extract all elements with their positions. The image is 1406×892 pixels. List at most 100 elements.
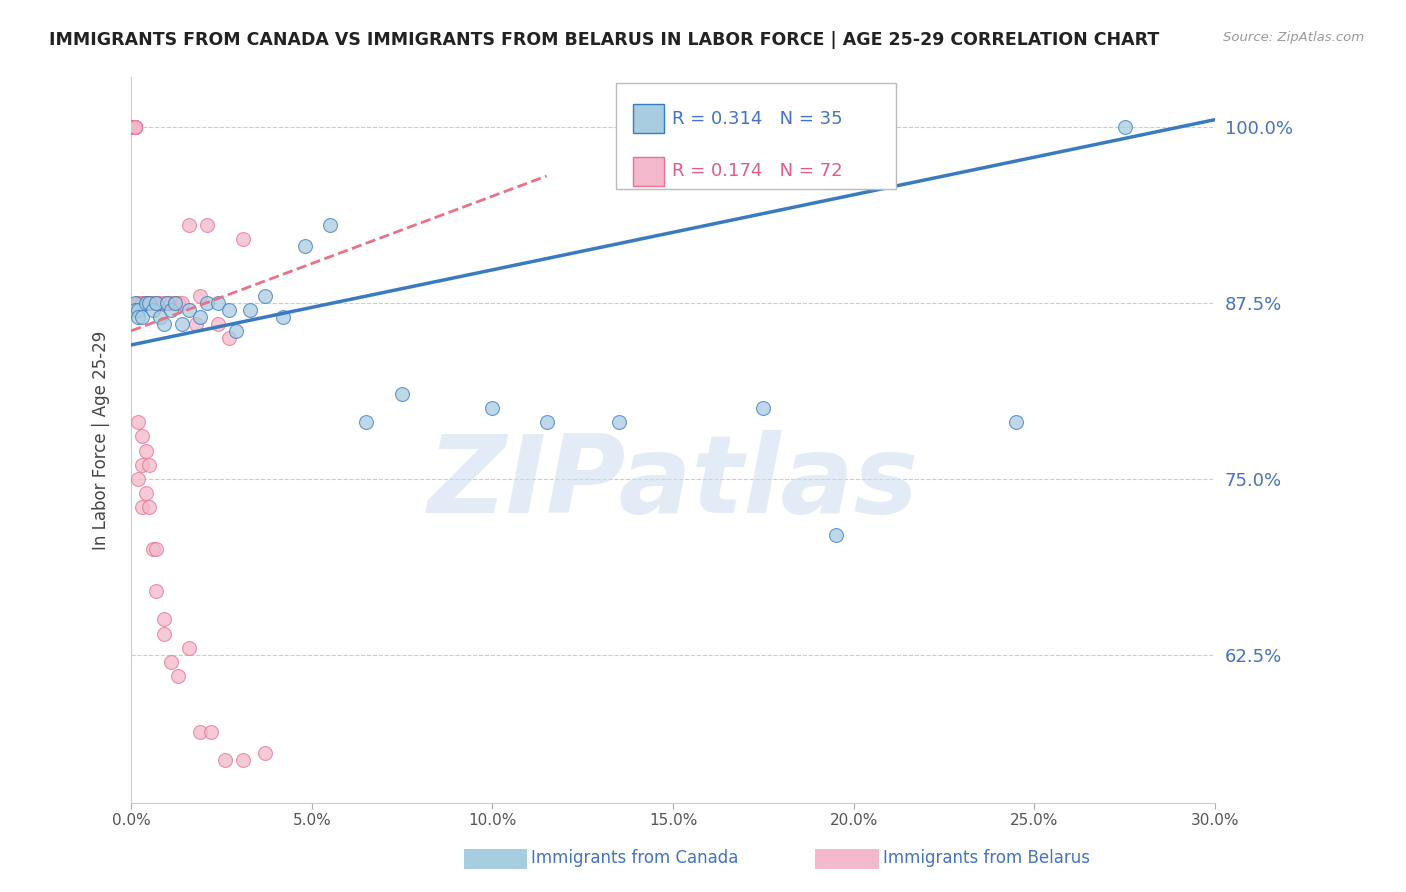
- Point: [160, 295, 183, 310]
- Point: [127, 295, 149, 310]
- Point: [253, 746, 276, 760]
- Point: [152, 612, 174, 626]
- Text: Source: ZipAtlas.com: Source: ZipAtlas.com: [1223, 31, 1364, 45]
- Point: [195, 295, 218, 310]
- Point: [170, 295, 193, 310]
- Point: [207, 295, 229, 310]
- Point: [149, 295, 172, 310]
- Point: [607, 416, 630, 430]
- Point: [120, 120, 142, 134]
- Point: [131, 429, 153, 443]
- Point: [391, 387, 413, 401]
- Point: [124, 120, 146, 134]
- Point: [135, 295, 157, 310]
- Point: [120, 120, 142, 134]
- Y-axis label: In Labor Force | Age 25-29: In Labor Force | Age 25-29: [93, 330, 110, 549]
- Point: [752, 401, 775, 416]
- Point: [271, 310, 294, 324]
- Point: [131, 295, 153, 310]
- Point: [294, 239, 316, 253]
- Point: [131, 500, 153, 514]
- Point: [145, 542, 167, 557]
- Point: [145, 295, 167, 310]
- Point: [127, 302, 149, 317]
- Point: [131, 295, 153, 310]
- Point: [124, 120, 146, 134]
- Point: [481, 401, 503, 416]
- Point: [124, 120, 146, 134]
- Point: [142, 295, 165, 310]
- Point: [149, 310, 172, 324]
- Point: [163, 295, 186, 310]
- Point: [536, 416, 558, 430]
- Point: [131, 310, 153, 324]
- Point: [177, 219, 200, 233]
- Point: [135, 485, 157, 500]
- Point: [124, 120, 146, 134]
- Point: [232, 232, 254, 246]
- Point: [138, 295, 160, 310]
- Point: [124, 120, 146, 134]
- Point: [142, 295, 165, 310]
- Point: [142, 302, 165, 317]
- Point: [239, 302, 262, 317]
- Point: [218, 302, 240, 317]
- Point: [131, 295, 153, 310]
- Point: [167, 295, 190, 310]
- Point: [138, 458, 160, 472]
- Point: [188, 310, 211, 324]
- Point: [127, 295, 149, 310]
- Point: [232, 753, 254, 767]
- Point: [188, 725, 211, 739]
- Point: [135, 295, 157, 310]
- Point: [120, 120, 142, 134]
- Point: [195, 219, 218, 233]
- Point: [145, 584, 167, 599]
- Point: [124, 120, 146, 134]
- Point: [127, 295, 149, 310]
- Point: [167, 669, 190, 683]
- Text: R = 0.314   N = 35: R = 0.314 N = 35: [672, 110, 842, 128]
- Point: [207, 317, 229, 331]
- Point: [253, 288, 276, 302]
- Point: [1005, 416, 1028, 430]
- Point: [1114, 120, 1136, 134]
- Point: [160, 655, 183, 669]
- Point: [177, 302, 200, 317]
- Point: [354, 416, 377, 430]
- Point: [131, 295, 153, 310]
- Point: [170, 317, 193, 331]
- Point: [138, 295, 160, 310]
- Point: [225, 324, 247, 338]
- Point: [127, 310, 149, 324]
- Text: IMMIGRANTS FROM CANADA VS IMMIGRANTS FROM BELARUS IN LABOR FORCE | AGE 25-29 COR: IMMIGRANTS FROM CANADA VS IMMIGRANTS FRO…: [49, 31, 1160, 49]
- Text: ZIPatlas: ZIPatlas: [427, 431, 918, 536]
- Point: [152, 317, 174, 331]
- Point: [142, 295, 165, 310]
- Point: [127, 416, 149, 430]
- Point: [124, 120, 146, 134]
- Point: [131, 458, 153, 472]
- Point: [120, 120, 142, 134]
- Point: [188, 288, 211, 302]
- Point: [145, 295, 167, 310]
- Point: [127, 472, 149, 486]
- Point: [135, 295, 157, 310]
- Point: [145, 295, 167, 310]
- Point: [135, 443, 157, 458]
- Text: R = 0.174   N = 72: R = 0.174 N = 72: [672, 162, 842, 180]
- Point: [824, 528, 846, 542]
- Point: [200, 725, 222, 739]
- Point: [163, 295, 186, 310]
- Point: [156, 295, 179, 310]
- Point: [152, 626, 174, 640]
- Point: [124, 295, 146, 310]
- Point: [218, 331, 240, 345]
- Point: [120, 120, 142, 134]
- Point: [156, 295, 179, 310]
- Point: [319, 219, 342, 233]
- Point: [135, 295, 157, 310]
- Point: [214, 753, 236, 767]
- Point: [120, 120, 142, 134]
- Point: [138, 295, 160, 310]
